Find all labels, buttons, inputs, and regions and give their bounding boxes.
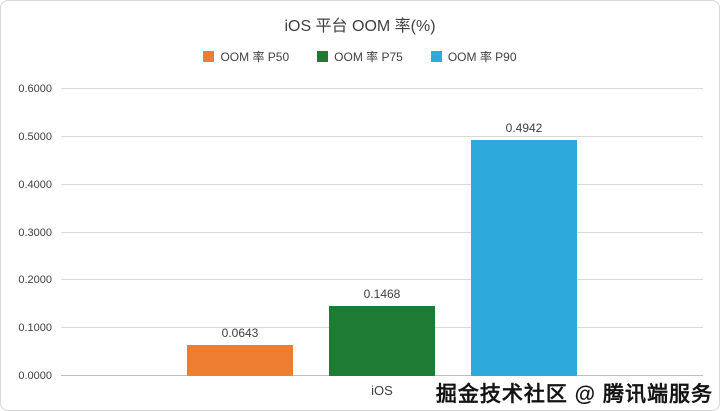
bar-series-2: 0.4942 [471,121,577,376]
bar-value-label: 0.0643 [221,326,259,341]
bar-group: 0.0643 0.1468 0.4942 [61,89,703,376]
bar-value-label: 0.1468 [363,286,401,301]
watermark: 掘金技术社区 @ 腾讯端服务 [435,383,713,406]
y-tick-label: 0.1000 [18,322,52,335]
gridline [61,279,703,281]
legend-label: OOM 率 P50 [220,50,290,64]
y-tick-label: 0.6000 [18,83,52,95]
y-tick-label: 0.3000 [18,226,52,239]
legend-swatch-icon [317,51,329,62]
chart-title: iOS 平台 OOM 率(%) [284,18,436,35]
legend-label: OOM 率 P90 [447,50,517,64]
chart-legend: OOM 率 P50 OOM 率 P75 OOM 率 P90 [1,48,719,65]
y-tick-label: 0.0000 [18,370,52,382]
legend-item-1: OOM 率 P75 [317,48,403,65]
x-axis-category-label: iOS [371,383,393,398]
gridline [61,231,703,233]
gridline [61,135,703,137]
legend-item-0: OOM 率 P50 [203,48,289,65]
gridline [61,88,703,89]
legend-swatch-icon [430,51,442,62]
y-tick-label: 0.5000 [18,130,52,143]
y-tick-label: 0.4000 [18,178,52,191]
legend-swatch-icon [203,51,215,62]
plot-area: 0.0000 0.1000 0.2000 0.3000 0.4000 0.5000 0.60… [18,83,703,398]
bar-value-label: 0.4942 [505,120,543,135]
y-tick-label: 0.2000 [18,274,52,287]
bar-series-0: 0.0643 [187,326,293,376]
bar-series-1: 0.1468 [329,287,435,376]
legend-item-2: OOM 率 P90 [430,48,517,65]
legend-label: OOM 率 P75 [334,50,403,64]
gridline [61,183,703,185]
